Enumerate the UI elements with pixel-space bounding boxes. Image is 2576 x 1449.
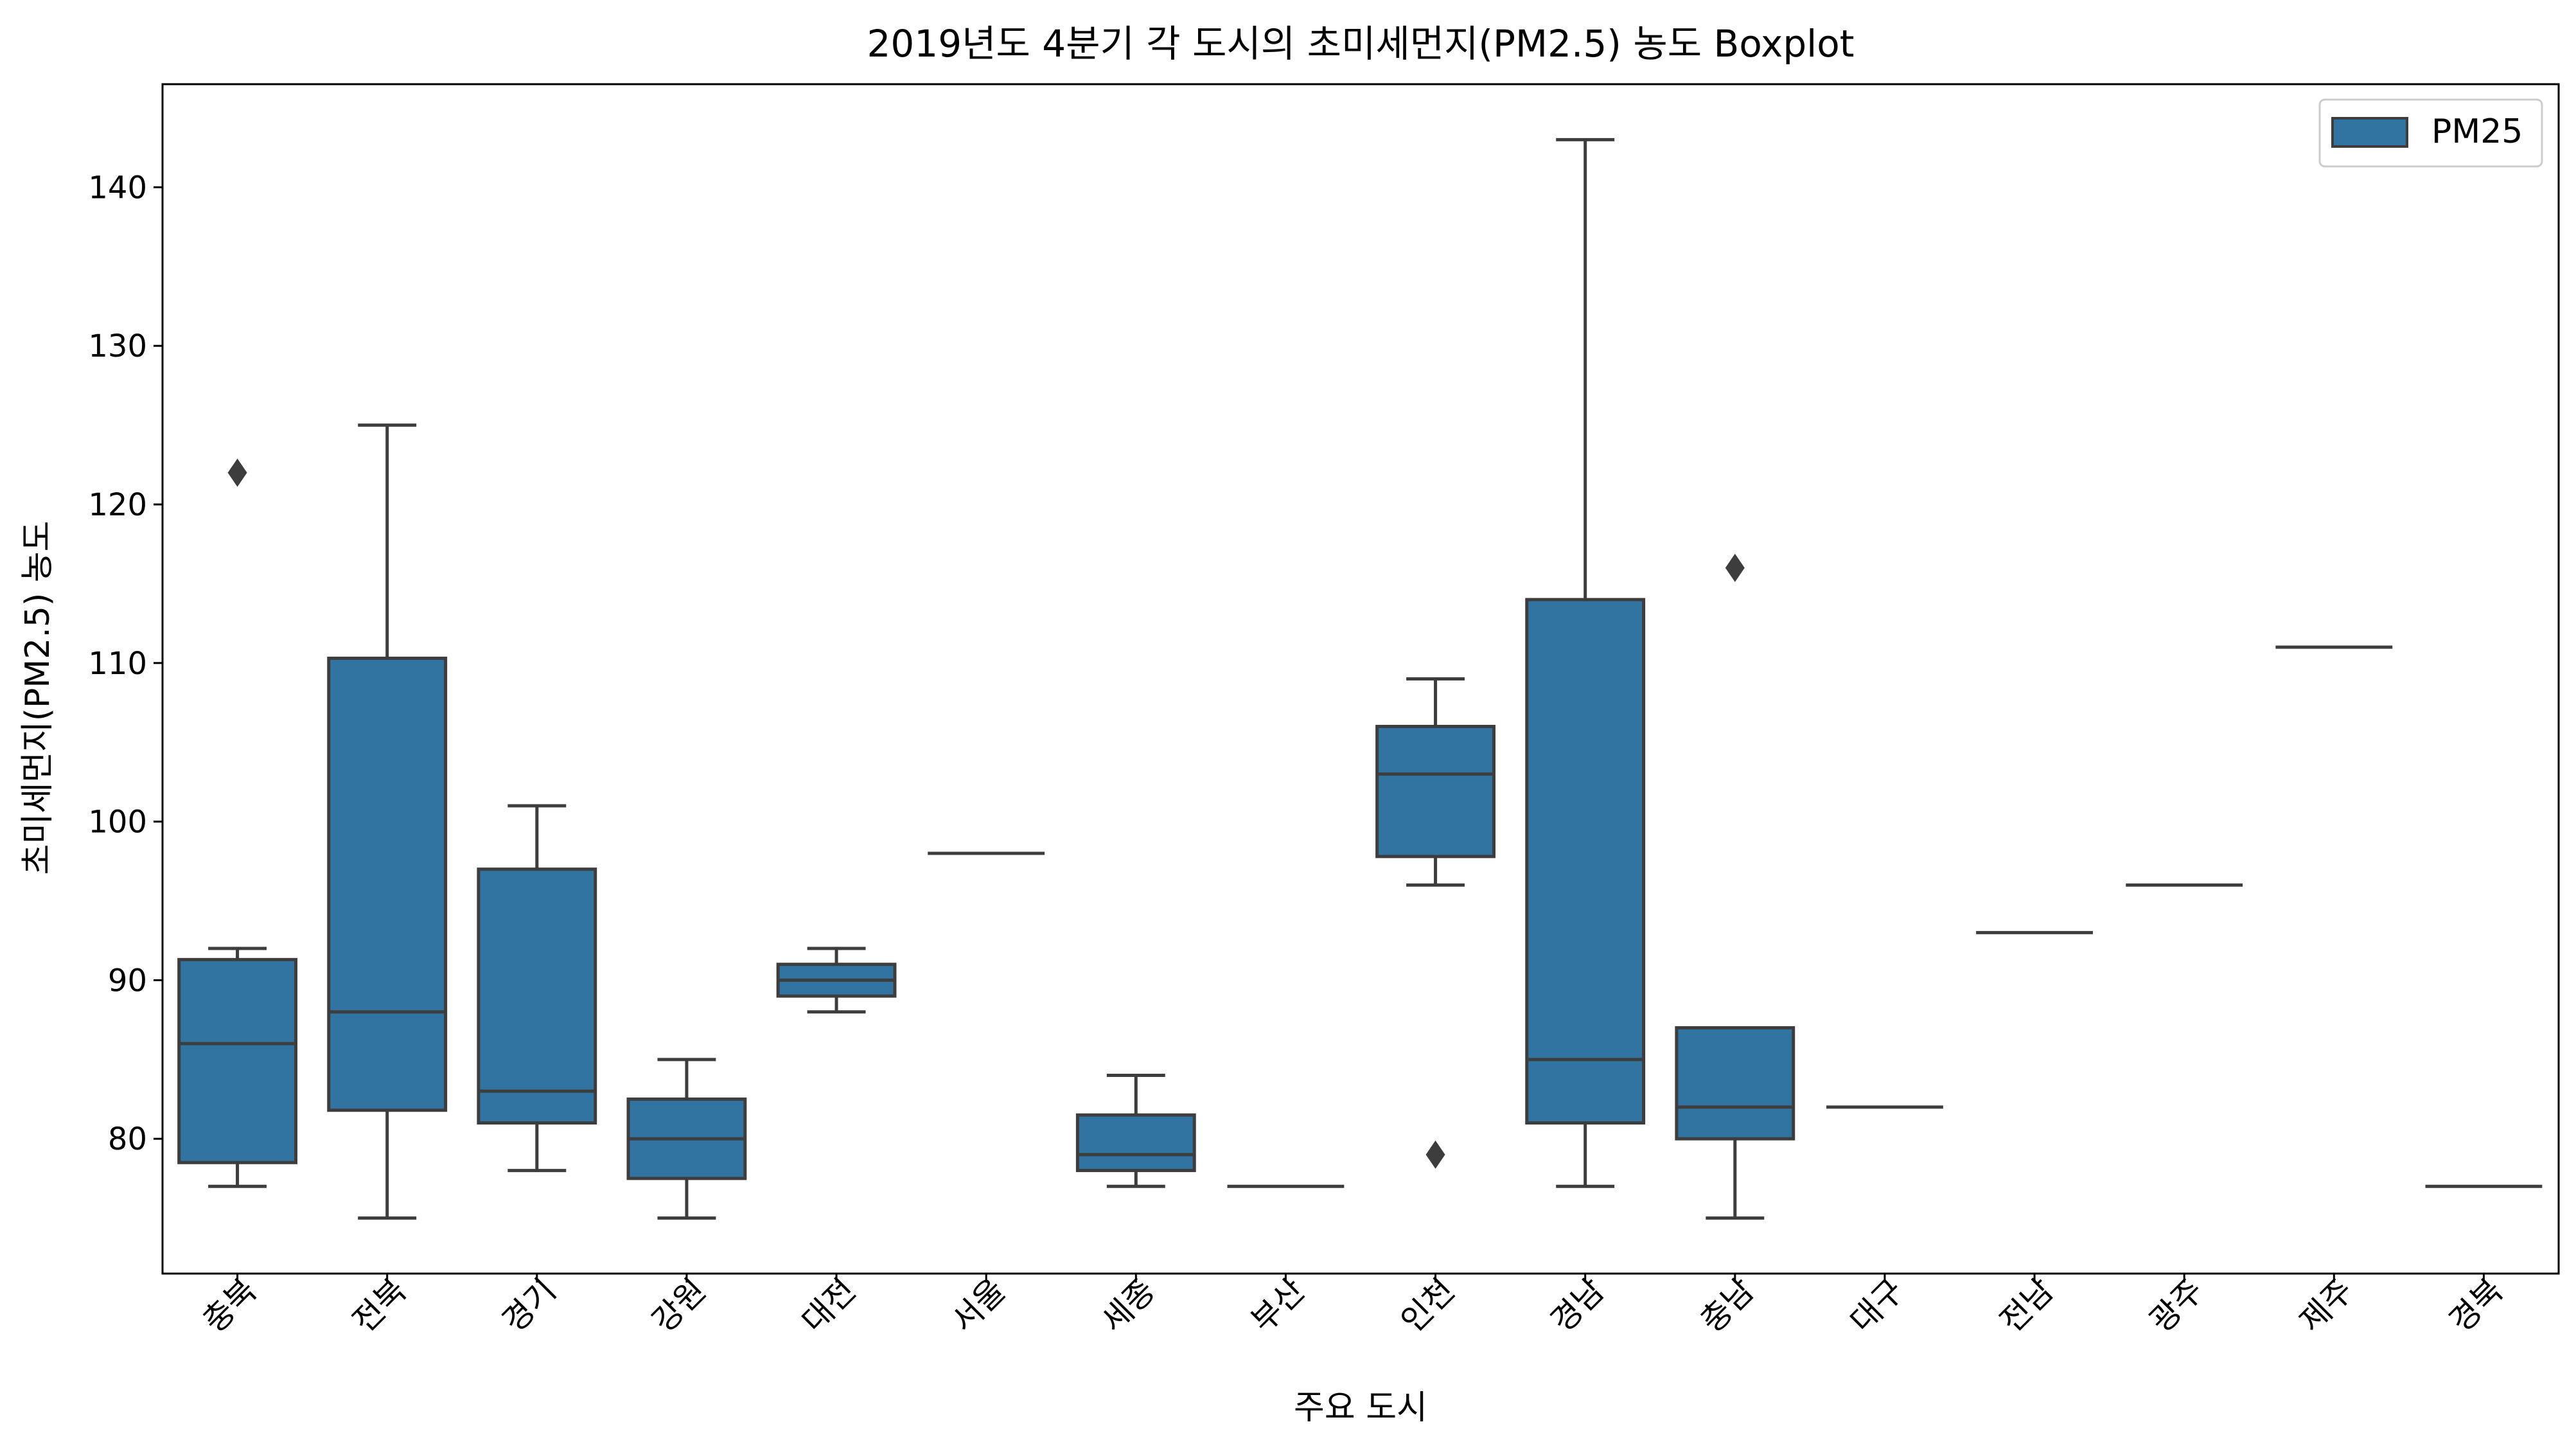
y-tick-label: 110	[88, 646, 147, 682]
x-axis-label: 주요 도시	[1294, 1389, 1427, 1427]
outlier-point	[1425, 1140, 1445, 1169]
y-tick-label: 120	[88, 487, 147, 523]
box-iqr	[327, 656, 448, 1112]
y-axis-label: 초미세먼지(PM2.5) 농도	[19, 521, 57, 875]
outlier-point	[1725, 553, 1745, 582]
chart-title: 2019년도 4분기 각 도시의 초미세먼지(PM2.5) 농도 Boxplot	[867, 22, 1854, 66]
box-iqr	[1675, 1026, 1795, 1141]
box-iqr	[177, 957, 297, 1164]
legend-label: PM25	[2431, 112, 2523, 151]
legend-frame	[2318, 98, 2543, 168]
y-tick-label: 100	[88, 805, 147, 840]
plot-frame	[161, 83, 2560, 1275]
box-iqr	[1525, 598, 1646, 1125]
box-iqr	[1075, 1113, 1196, 1173]
box-iqr	[477, 867, 597, 1125]
legend-swatch	[2331, 117, 2408, 148]
outlier-point	[227, 458, 247, 487]
box-iqr	[1375, 725, 1495, 858]
y-tick-label: 140	[88, 170, 147, 206]
y-tick-label: 80	[108, 1121, 147, 1157]
legend: PM25	[2318, 98, 2543, 168]
y-tick-label: 130	[88, 328, 147, 364]
y-tick-label: 90	[108, 963, 147, 999]
